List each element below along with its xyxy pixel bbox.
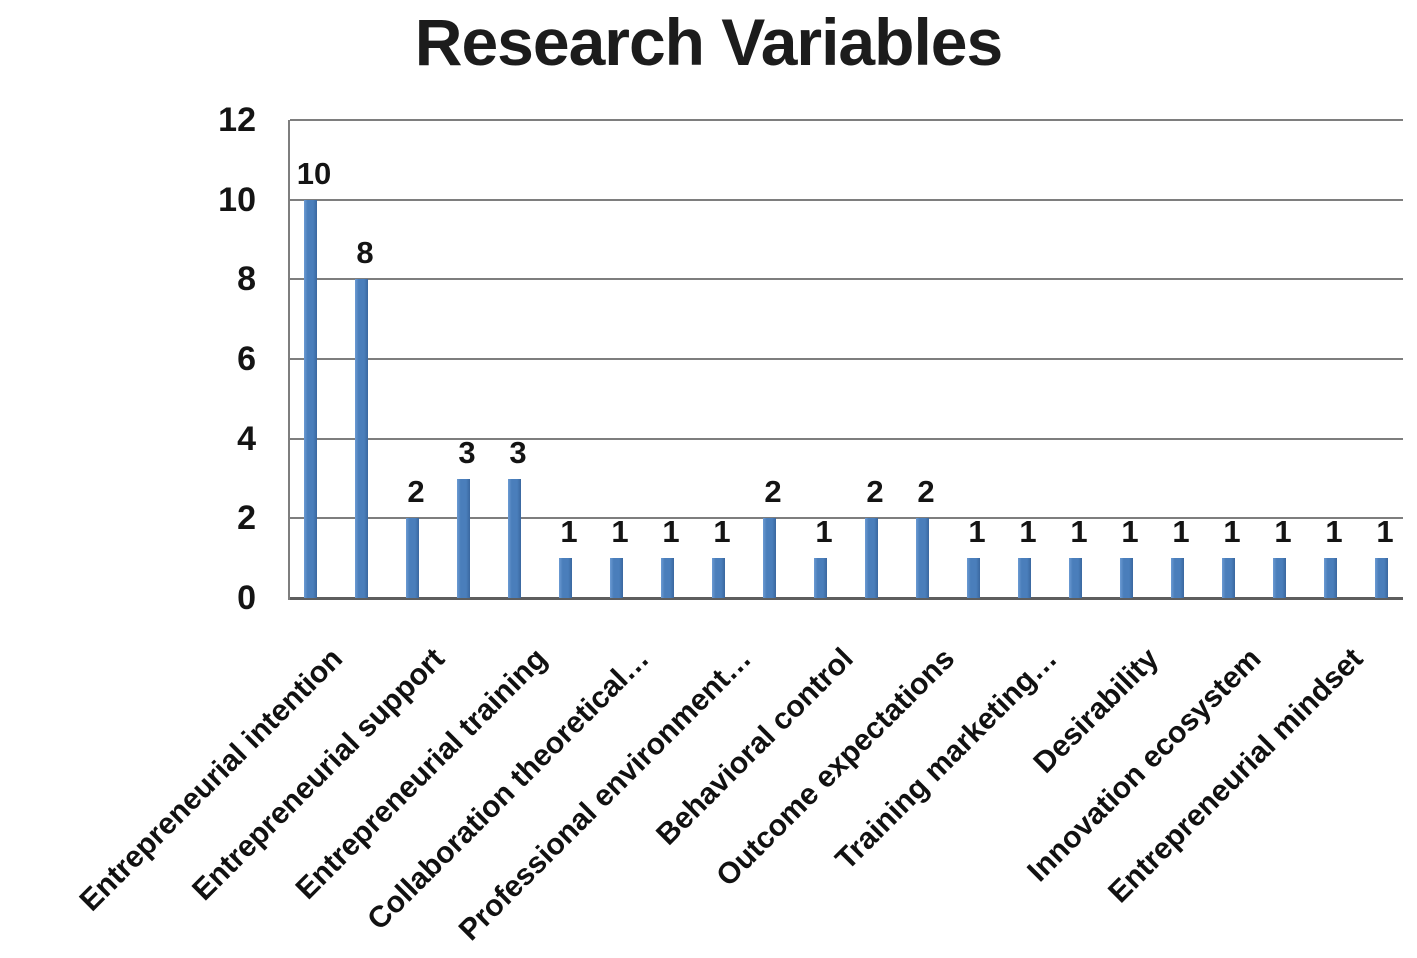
bar-value-label: 1 bbox=[1376, 514, 1394, 550]
bar bbox=[1171, 558, 1184, 598]
y-axis-tick-label: 2 bbox=[237, 499, 256, 538]
bar bbox=[304, 199, 317, 598]
bar bbox=[661, 558, 674, 598]
bar bbox=[1018, 558, 1031, 598]
bar-value-label: 1 bbox=[1325, 514, 1343, 550]
bar-value-label: 1 bbox=[1172, 514, 1190, 550]
bar-value-label: 1 bbox=[713, 514, 731, 550]
bar-value-label: 1 bbox=[1121, 514, 1139, 550]
bar bbox=[1222, 558, 1235, 598]
y-axis-tick-label: 0 bbox=[237, 579, 256, 617]
y-axis-tick-label: 6 bbox=[237, 340, 256, 378]
bar-value-label: 1 bbox=[1070, 514, 1088, 550]
gridline bbox=[290, 198, 1403, 201]
y-axis-line bbox=[288, 120, 290, 600]
bar bbox=[814, 558, 827, 598]
bar bbox=[355, 279, 368, 598]
bar-value-label: 1 bbox=[1274, 514, 1292, 550]
bar bbox=[1069, 558, 1082, 598]
y-axis-tick-label: 8 bbox=[237, 260, 256, 299]
bar bbox=[763, 518, 776, 598]
x-axis-category-label: Behavioral control bbox=[649, 642, 860, 852]
bar-value-label: 1 bbox=[1019, 514, 1037, 550]
bar bbox=[610, 558, 623, 598]
gridline bbox=[290, 119, 1403, 121]
bar-value-label: 2 bbox=[764, 474, 782, 510]
y-axis-tick-label: 12 bbox=[218, 101, 256, 139]
bar bbox=[712, 558, 725, 598]
bar bbox=[508, 478, 521, 598]
y-axis-tick-label: 10 bbox=[218, 180, 256, 219]
bar-value-label: 1 bbox=[1223, 514, 1241, 550]
bar bbox=[559, 558, 572, 598]
bar-value-label: 1 bbox=[662, 514, 680, 550]
bar-value-label: 1 bbox=[611, 514, 629, 550]
bar bbox=[1324, 558, 1337, 598]
bar-value-label: 1 bbox=[815, 514, 833, 550]
bar-value-label: 3 bbox=[509, 434, 527, 470]
bar bbox=[916, 518, 929, 598]
bar-value-label: 3 bbox=[458, 434, 476, 470]
gridline bbox=[290, 517, 1403, 520]
bar-value-label: 2 bbox=[866, 474, 884, 510]
bar-value-label: 1 bbox=[968, 514, 986, 550]
bar bbox=[457, 478, 470, 598]
gridline bbox=[290, 278, 1403, 281]
x-axis-line bbox=[290, 597, 1403, 600]
bar-value-label: 10 bbox=[296, 155, 332, 191]
gridline bbox=[290, 437, 1403, 440]
bar bbox=[406, 518, 419, 598]
bar-value-label: 2 bbox=[407, 474, 425, 510]
bar bbox=[865, 518, 878, 598]
chart-title: Research Variables bbox=[414, 5, 1003, 79]
bar bbox=[1120, 558, 1133, 598]
bar bbox=[1273, 558, 1286, 598]
bar bbox=[967, 558, 980, 598]
bar bbox=[1375, 558, 1388, 598]
bar-value-label: 1 bbox=[560, 514, 578, 550]
y-axis-tick-label: 4 bbox=[237, 419, 256, 458]
bar-value-label: 2 bbox=[917, 474, 935, 510]
gridline bbox=[290, 358, 1403, 360]
bar-value-label: 8 bbox=[356, 235, 374, 271]
